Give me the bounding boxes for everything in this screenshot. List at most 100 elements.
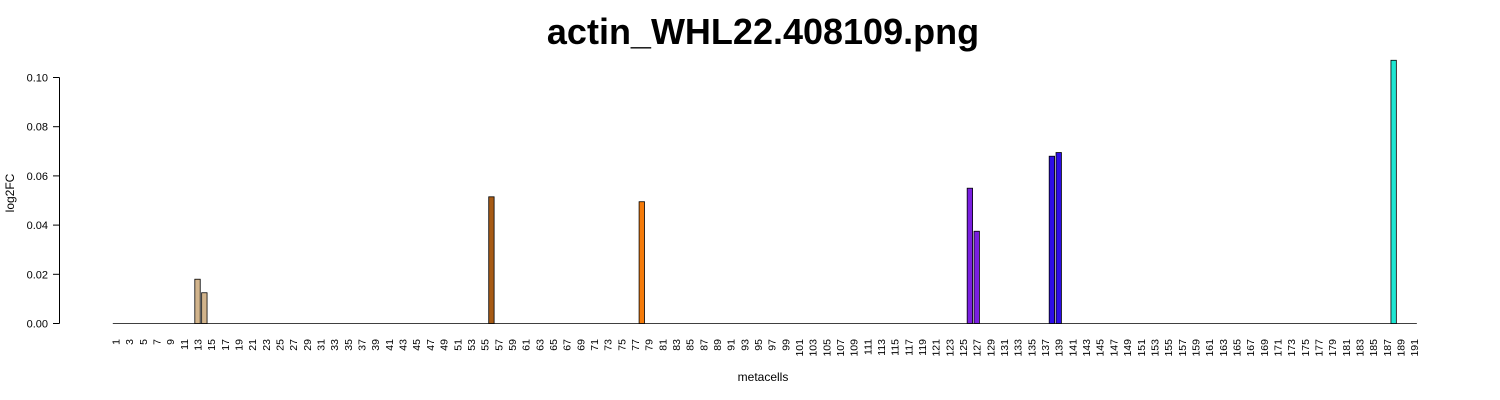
x-tick-label: 31 — [316, 339, 328, 351]
x-tick-label: 3 — [124, 339, 136, 345]
bar-metacell-188 — [1390, 59, 1397, 324]
x-tick-label: 57 — [493, 339, 505, 351]
y-axis-label: log2FC — [3, 173, 17, 212]
x-tick-label: 7 — [152, 339, 164, 345]
x-tick-label: 143 — [1081, 339, 1093, 357]
x-tick-label: 121 — [931, 339, 943, 357]
x-tick-label: 83 — [671, 339, 683, 351]
bar-metacell-127 — [973, 230, 980, 324]
x-tick-label: 167 — [1245, 339, 1257, 357]
x-tick-label: 99 — [780, 339, 792, 351]
x-tick-label: 157 — [1177, 339, 1189, 357]
y-axis: 0.00 0.02 0.04 0.06 0.08 0.10 — [27, 73, 60, 331]
x-tick-label: 113 — [876, 339, 888, 356]
x-tick-label: 21 — [247, 339, 259, 351]
x-tick-label: 53 — [466, 339, 478, 351]
x-tick-label: 77 — [630, 339, 642, 351]
x-tick-label: 117 — [903, 339, 915, 356]
x-tick-label: 9 — [165, 339, 177, 345]
x-tick-label: 43 — [398, 339, 410, 351]
x-tick-label: 39 — [370, 339, 382, 351]
x-tick-label: 25 — [275, 339, 287, 351]
x-tick-label: 183 — [1354, 339, 1366, 357]
x-tick-label: 87 — [698, 339, 710, 351]
x-tick-label: 85 — [685, 339, 697, 351]
x-tick-label: 27 — [288, 339, 300, 351]
x-tick-label: 123 — [944, 339, 956, 357]
x-tick-label: 97 — [767, 339, 779, 351]
x-axis-label: metacells — [738, 370, 789, 384]
y-tick-label: 0.10 — [27, 73, 48, 85]
x-tick-label: 41 — [384, 339, 396, 351]
x-tick-label: 95 — [753, 339, 765, 351]
x-tick-label: 149 — [1122, 339, 1134, 357]
x-tick-label: 185 — [1368, 339, 1380, 357]
x-tick-label: 135 — [1026, 339, 1038, 357]
x-tick-label: 45 — [411, 339, 423, 351]
x-tick-label: 187 — [1382, 339, 1394, 357]
x-tick-label: 107 — [835, 339, 847, 357]
x-tick-label: 49 — [439, 339, 451, 351]
x-tick-label: 5 — [138, 339, 150, 345]
y-tick-label: 0.08 — [27, 122, 48, 134]
y-tick-label: 0.06 — [27, 171, 48, 183]
y-tick-label: 0.04 — [27, 220, 48, 232]
x-tick-label: 111 — [862, 339, 874, 355]
x-tick-label: 47 — [425, 339, 437, 351]
x-tick-label: 161 — [1204, 339, 1216, 357]
x-tick-label: 133 — [1013, 339, 1025, 357]
x-tick-label: 19 — [234, 339, 246, 351]
x-tick-label: 145 — [1095, 339, 1107, 357]
bars — [194, 59, 1397, 324]
x-tick-label: 137 — [1040, 339, 1052, 357]
y-tick-label: 0.02 — [27, 269, 48, 281]
x-tick-label: 171 — [1272, 339, 1284, 357]
x-tick-label: 125 — [958, 339, 970, 357]
x-tick-label: 105 — [821, 339, 833, 357]
x-tick-label: 73 — [603, 339, 615, 351]
x-tick-label: 75 — [616, 339, 628, 351]
x-tick-label: 169 — [1259, 339, 1271, 357]
x-tick-label: 153 — [1149, 339, 1161, 357]
bar-metacell-138 — [1048, 155, 1055, 324]
x-tick-label: 147 — [1108, 339, 1120, 357]
x-tick-label: 63 — [534, 339, 546, 351]
x-tick-label: 103 — [808, 339, 820, 357]
x-tick-label: 61 — [521, 339, 533, 351]
x-tick-label: 139 — [1054, 339, 1066, 357]
x-tick-label: 127 — [972, 339, 984, 357]
bar-metacell-14 — [201, 292, 208, 324]
x-tick-label: 159 — [1190, 339, 1202, 357]
x-tick-label: 165 — [1231, 339, 1243, 357]
x-tick-label: 173 — [1286, 339, 1298, 357]
x-tick-label: 115 — [890, 339, 902, 356]
x-tick-label: 1 — [111, 339, 123, 345]
x-tick-label: 131 — [999, 339, 1011, 357]
x-axis-tick-labels: 1 3 5 7 9 11 13 15 17 19 21 23 25 27 29 31 33 35 37 39 41 43 4… — [111, 339, 1422, 357]
x-tick-label: 89 — [712, 339, 724, 351]
bar-metacell-139 — [1055, 152, 1062, 324]
x-tick-label: 175 — [1300, 339, 1312, 357]
bar-metacell-13 — [194, 278, 201, 324]
x-tick-label: 163 — [1218, 339, 1230, 357]
x-tick-label: 37 — [357, 339, 369, 351]
y-tick-label: 0.00 — [27, 319, 48, 331]
x-tick-label: 155 — [1163, 339, 1175, 357]
x-tick-label: 55 — [480, 339, 492, 351]
x-tick-label: 11 — [179, 339, 191, 350]
bar-metacell-78 — [638, 201, 645, 324]
x-tick-label: 59 — [507, 339, 519, 351]
x-tick-label: 91 — [726, 339, 738, 351]
x-tick-label: 71 — [589, 339, 601, 351]
x-tick-label: 119 — [917, 339, 929, 356]
x-tick-label: 51 — [452, 339, 464, 351]
bar-metacell-56 — [488, 196, 495, 324]
x-tick-label: 141 — [1067, 339, 1079, 357]
x-tick-label: 23 — [261, 339, 273, 351]
x-tick-label: 17 — [220, 339, 232, 351]
x-tick-label: 93 — [739, 339, 751, 351]
x-tick-label: 151 — [1136, 339, 1148, 357]
x-tick-label: 69 — [575, 339, 587, 351]
x-tick-label: 13 — [193, 339, 205, 351]
x-tick-label: 29 — [302, 339, 314, 351]
